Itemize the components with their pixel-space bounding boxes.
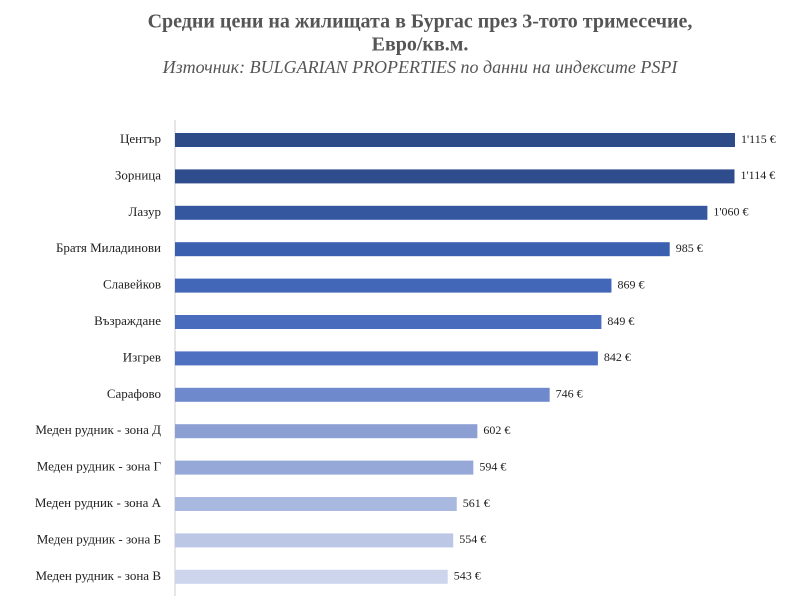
category-label: Меден рудник - зона Б — [37, 531, 161, 546]
value-label: 561 € — [463, 496, 490, 510]
bar — [175, 278, 612, 293]
value-label: 842 € — [604, 350, 631, 364]
bar — [175, 169, 735, 184]
bar — [175, 205, 708, 220]
value-label: 1'060 € — [713, 205, 748, 219]
bar — [175, 133, 735, 147]
chart-title: Средни цени на жилищата в Бургас през 3-… — [148, 11, 693, 33]
bar — [175, 387, 550, 402]
bar — [175, 242, 670, 257]
value-label: 985 € — [676, 241, 703, 255]
value-label: 849 € — [607, 314, 634, 328]
category-label: Меден рудник - зона В — [36, 568, 162, 583]
bar — [175, 569, 448, 584]
category-label: Изгрев — [123, 349, 161, 364]
value-label: 543 € — [454, 569, 481, 583]
bar — [175, 424, 478, 439]
value-label: 1'114 € — [740, 168, 775, 182]
category-label: Възраждане — [94, 313, 161, 328]
value-label: 1'115 € — [741, 132, 776, 146]
value-label: 746 € — [556, 387, 583, 401]
category-label: Славейков — [103, 277, 161, 292]
bar — [175, 351, 598, 366]
value-label: 554 € — [459, 532, 486, 546]
bar — [175, 315, 602, 329]
value-label: 594 € — [479, 459, 506, 473]
category-label: Лазур — [129, 204, 161, 219]
chart-subtitle: Източник: BULGARIAN PROPERTIES по данни … — [162, 57, 679, 77]
bar — [175, 460, 474, 475]
chart-title: Евро/кв.м. — [372, 34, 469, 56]
category-label: Меден рудник - зона Г — [37, 459, 162, 474]
category-label: Център — [120, 131, 161, 146]
value-label: 869 € — [617, 277, 644, 291]
category-label: Зорница — [115, 167, 161, 182]
category-label: Сарафово — [107, 386, 161, 401]
category-label: Меден рудник - зона А — [35, 495, 162, 510]
bar — [175, 533, 454, 548]
bar — [175, 497, 457, 511]
category-label: Братя Миладинови — [56, 240, 161, 255]
category-label: Меден рудник - зона Д — [35, 422, 161, 437]
value-label: 602 € — [483, 423, 510, 437]
